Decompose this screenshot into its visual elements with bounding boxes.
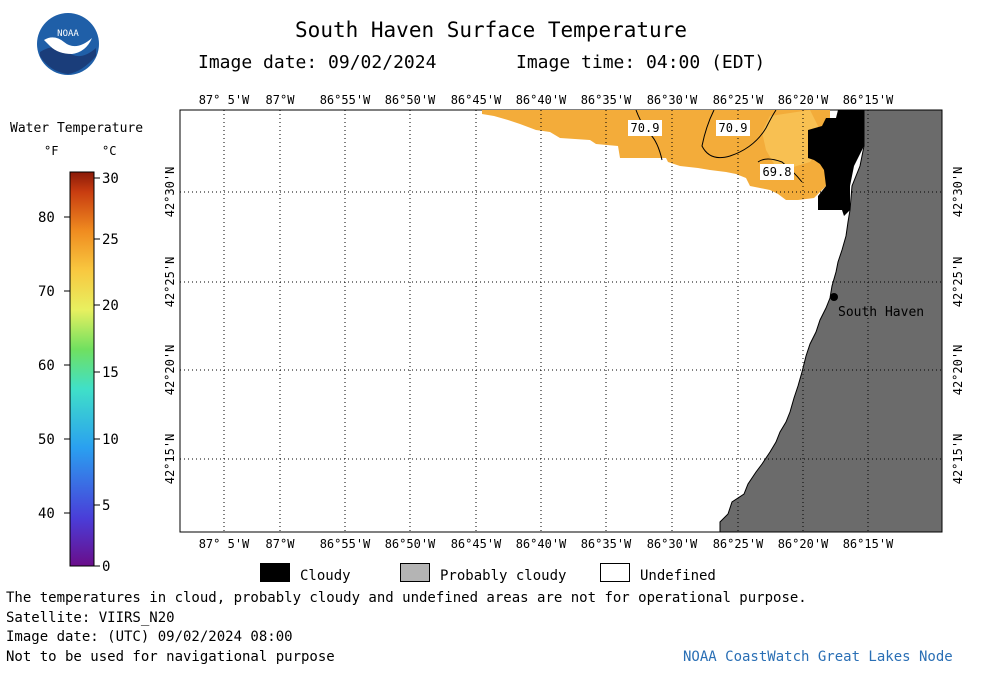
colorbar-f-label: 50 xyxy=(38,432,55,448)
lon-label-bottom: 86°30'W xyxy=(647,537,698,551)
lat-label-right: 42°30'N xyxy=(951,167,965,218)
footer-utc-date: Image date: (UTC) 09/02/2024 08:00 xyxy=(6,629,293,645)
map-grid xyxy=(180,110,942,532)
lat-label-right: 42°15'N xyxy=(951,434,965,485)
lon-label-bottom: 86°20'W xyxy=(778,537,829,551)
lon-label-bottom: 87°W xyxy=(266,537,296,551)
isotherm-label: 70.9 xyxy=(719,121,748,135)
lon-label-bottom: 86°15'W xyxy=(843,537,894,551)
legend-probably-cloudy-label: Probably cloudy xyxy=(440,568,567,584)
image-time: Image time: 04:00 (EDT) xyxy=(516,52,766,73)
colorbar-c-label: 30 xyxy=(102,171,119,187)
footer-credit: NOAA CoastWatch Great Lakes Node xyxy=(683,649,953,665)
colorbar-gradient xyxy=(69,171,95,567)
noaa-logo-icon: NOAA xyxy=(37,13,99,75)
isotherm-line xyxy=(701,109,777,159)
footer-nav-warning: Not to be used for navigational purpose xyxy=(6,649,335,665)
legend-undefined-label: Undefined xyxy=(640,568,716,584)
lon-label-bottom: 86°35'W xyxy=(581,537,632,551)
colorbar-f-label: 60 xyxy=(38,358,55,374)
lon-label-bottom: 86°25'W xyxy=(713,537,764,551)
colorbar-c-label: 0 xyxy=(102,559,110,575)
lon-label-top: 86°35'W xyxy=(581,93,632,107)
lon-label-top: 86°40'W xyxy=(516,93,567,107)
colorbar-f-label: 70 xyxy=(38,284,55,300)
noaa-logo-text: NOAA xyxy=(57,29,79,39)
lat-label-left: 42°15'N xyxy=(163,434,177,485)
lon-label-top: 86°55'W xyxy=(320,93,371,107)
warm-water-light-region xyxy=(762,110,818,168)
south-haven-label: South Haven xyxy=(838,305,924,320)
cloud-region xyxy=(808,110,864,216)
lat-label-left: 42°25'N xyxy=(163,257,177,308)
colorbar-title: Water Temperature xyxy=(10,121,144,136)
colorbar-c-label: 15 xyxy=(102,365,119,381)
lat-label-left: 42°20'N xyxy=(163,345,177,396)
isotherm-line xyxy=(757,158,803,183)
colorbar-c-label: 5 xyxy=(102,498,110,514)
lon-label-top: 86°50'W xyxy=(385,93,436,107)
map-title: South Haven Surface Temperature xyxy=(295,18,687,42)
isotherm-label: 70.9 xyxy=(631,121,660,135)
lon-label-top: 86°45'W xyxy=(451,93,502,107)
isotherm-label-bg xyxy=(716,120,750,136)
lon-label-bottom: 87° 5'W xyxy=(199,537,250,551)
lon-label-bottom: 86°50'W xyxy=(385,537,436,551)
lon-label-bottom: 86°55'W xyxy=(320,537,371,551)
colorbar-c-label: 20 xyxy=(102,298,119,314)
lat-label-left: 42°30'N xyxy=(163,167,177,218)
isotherm-label-bg xyxy=(760,164,794,180)
lon-label-bottom: 86°45'W xyxy=(451,537,502,551)
lat-label-right: 42°20'N xyxy=(951,345,965,396)
lon-label-top: 86°25'W xyxy=(713,93,764,107)
colorbar-c-label: 25 xyxy=(102,232,119,248)
lon-label-top: 87° 5'W xyxy=(199,93,250,107)
map-area: 70.9 70.9 69.8 South Haven 87° 5'W 87°W 86°5… xyxy=(163,93,965,551)
unit-fahrenheit: °F xyxy=(44,144,59,158)
colorbar-c-label: 10 xyxy=(102,432,119,448)
isotherm-label: 69.8 xyxy=(763,165,792,179)
footer-satellite: Satellite: VIIRS_N20 xyxy=(6,610,175,626)
image-date: Image date: 09/02/2024 xyxy=(198,52,437,73)
legend-probably-cloudy-swatch xyxy=(400,563,430,582)
lon-label-top: 86°20'W xyxy=(778,93,829,107)
lon-label-bottom: 86°40'W xyxy=(516,537,567,551)
lon-label-top: 86°15'W xyxy=(843,93,894,107)
legend-undefined-swatch xyxy=(600,563,630,582)
isotherm-label-bg xyxy=(628,120,662,136)
colorbar-f-label: 80 xyxy=(38,210,55,226)
legend-cloudy-label: Cloudy xyxy=(300,568,351,584)
unit-celsius: °C xyxy=(102,144,117,158)
legend-cloudy-swatch xyxy=(260,563,290,582)
land-region xyxy=(719,109,943,533)
lon-label-top: 86°30'W xyxy=(647,93,698,107)
lat-label-right: 42°25'N xyxy=(951,257,965,308)
lon-label-top: 87°W xyxy=(266,93,296,107)
footer-disclaimer: The temperatures in cloud, probably clou… xyxy=(6,590,807,606)
south-haven-marker xyxy=(830,293,838,301)
noaa-logo: NOAA xyxy=(36,12,100,76)
colorbar-f-label: 40 xyxy=(38,506,55,522)
